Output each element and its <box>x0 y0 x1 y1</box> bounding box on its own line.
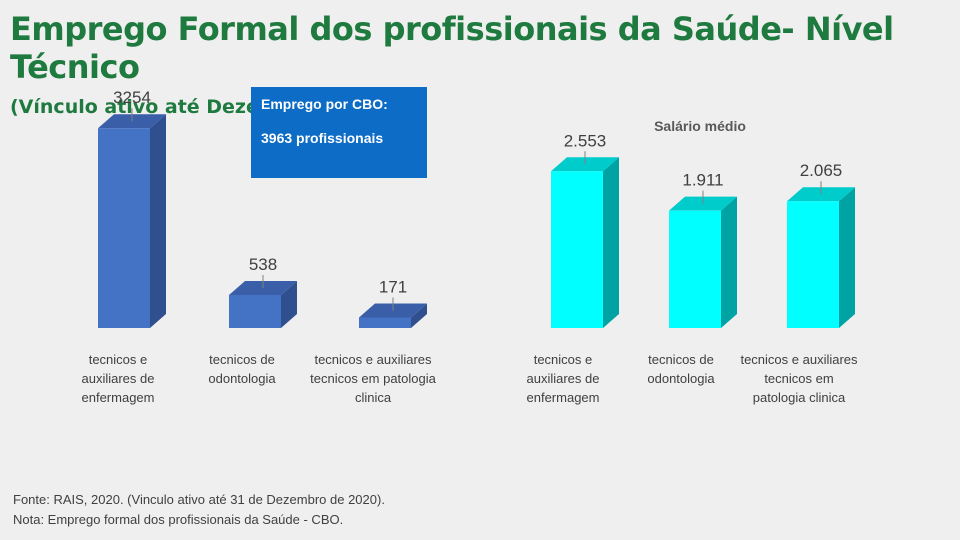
footer: Fonte: RAIS, 2020. (Vinculo ativo até 31… <box>13 490 385 530</box>
page-title: Emprego Formal dos profissionais da Saúd… <box>10 10 894 86</box>
footer-note: Nota: Emprego formal dos profissionais d… <box>13 512 344 527</box>
bar-0-0 <box>98 114 166 328</box>
data-label: 2.553 <box>564 131 607 150</box>
infobox-total: 3963 profissionais <box>261 130 384 146</box>
data-label: 538 <box>249 255 277 274</box>
footer-source: Fonte: RAIS, 2020. (Vinculo ativo até 31… <box>13 492 385 507</box>
category-label: tecnicos de odontologia <box>647 352 715 386</box>
chart-title-salario: Salário médio <box>654 118 746 134</box>
bar-0-1 <box>229 280 297 328</box>
bar-1-1 <box>669 196 737 328</box>
data-label: 2.065 <box>800 161 843 180</box>
infobox-label: Emprego por CBO: <box>261 96 388 112</box>
data-label: 3254 <box>113 88 151 107</box>
data-label: 171 <box>379 278 407 297</box>
bar-1-0 <box>551 157 619 328</box>
category-label: tecnicos e auxiliares tecnicos em patolo… <box>310 352 436 405</box>
category-label: tecnicos e auxiliares de enfermagem <box>526 352 600 405</box>
bar-1-2 <box>787 187 855 328</box>
employment-infobox: Emprego por CBO: 3963 profissionais <box>251 87 427 178</box>
category-label: tecnicos e auxiliares de enfermagem <box>81 352 155 405</box>
data-label: 1.911 <box>682 171 723 190</box>
category-label: tecnicos e auxiliares tecnicos em patolo… <box>740 352 858 405</box>
category-label: tecnicos de odontologia <box>208 352 276 386</box>
